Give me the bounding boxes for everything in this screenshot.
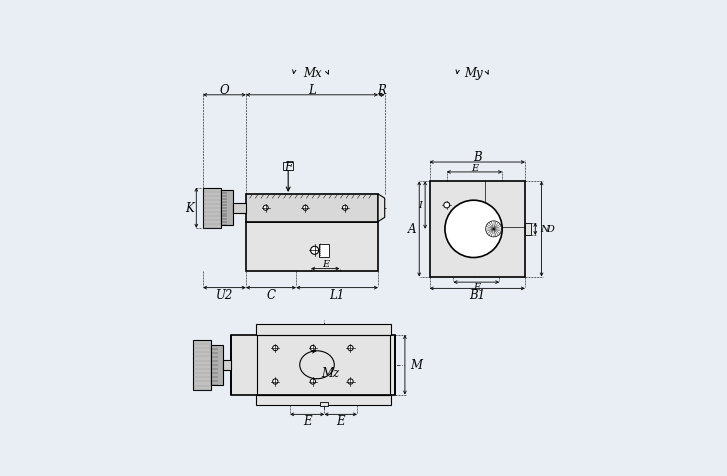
Text: Mz: Mz	[321, 367, 339, 379]
Bar	[231, 335, 395, 395]
Polygon shape	[378, 195, 385, 222]
Text: O: O	[220, 84, 229, 97]
Bar	[256, 395, 391, 406]
Bar	[233, 203, 246, 213]
Circle shape	[348, 346, 353, 351]
Circle shape	[263, 206, 268, 211]
Text: Mx: Mx	[302, 67, 321, 80]
Circle shape	[310, 379, 316, 384]
Circle shape	[310, 346, 316, 351]
Text: I: I	[419, 201, 422, 210]
Bar	[193, 340, 211, 390]
Circle shape	[486, 221, 502, 238]
Text: N: N	[540, 225, 549, 234]
Bar	[256, 325, 391, 335]
Bar	[203, 188, 220, 228]
Text: B1: B1	[469, 288, 486, 301]
Text: My: My	[465, 67, 483, 80]
Text: E: E	[471, 163, 478, 172]
Text: C: C	[267, 288, 276, 301]
Bar	[257, 335, 390, 395]
Circle shape	[342, 206, 348, 211]
Text: E: E	[303, 414, 311, 427]
Circle shape	[273, 379, 278, 384]
Bar	[430, 182, 525, 277]
Bar	[211, 345, 222, 385]
Circle shape	[443, 203, 449, 208]
Circle shape	[310, 247, 318, 255]
Text: E: E	[337, 414, 345, 427]
Circle shape	[273, 346, 278, 351]
Text: R: R	[377, 84, 386, 97]
Text: K: K	[185, 202, 194, 215]
Bar	[283, 163, 293, 171]
Bar	[220, 191, 233, 226]
Text: D: D	[546, 225, 554, 234]
Text: L1: L1	[329, 288, 345, 301]
Text: A: A	[409, 223, 417, 236]
Circle shape	[348, 379, 353, 384]
Text: U2: U2	[216, 288, 233, 301]
Circle shape	[445, 201, 502, 258]
Bar	[525, 223, 531, 236]
Bar	[246, 195, 378, 222]
Bar	[321, 402, 329, 406]
Text: L: L	[308, 84, 316, 97]
Circle shape	[303, 206, 308, 211]
Text: B: B	[473, 151, 481, 164]
Bar	[246, 222, 378, 271]
Bar	[222, 360, 231, 370]
Text: E: E	[322, 259, 329, 268]
Bar	[319, 244, 329, 258]
Text: F: F	[284, 160, 292, 174]
Text: E: E	[473, 283, 480, 292]
Text: M: M	[411, 358, 422, 371]
